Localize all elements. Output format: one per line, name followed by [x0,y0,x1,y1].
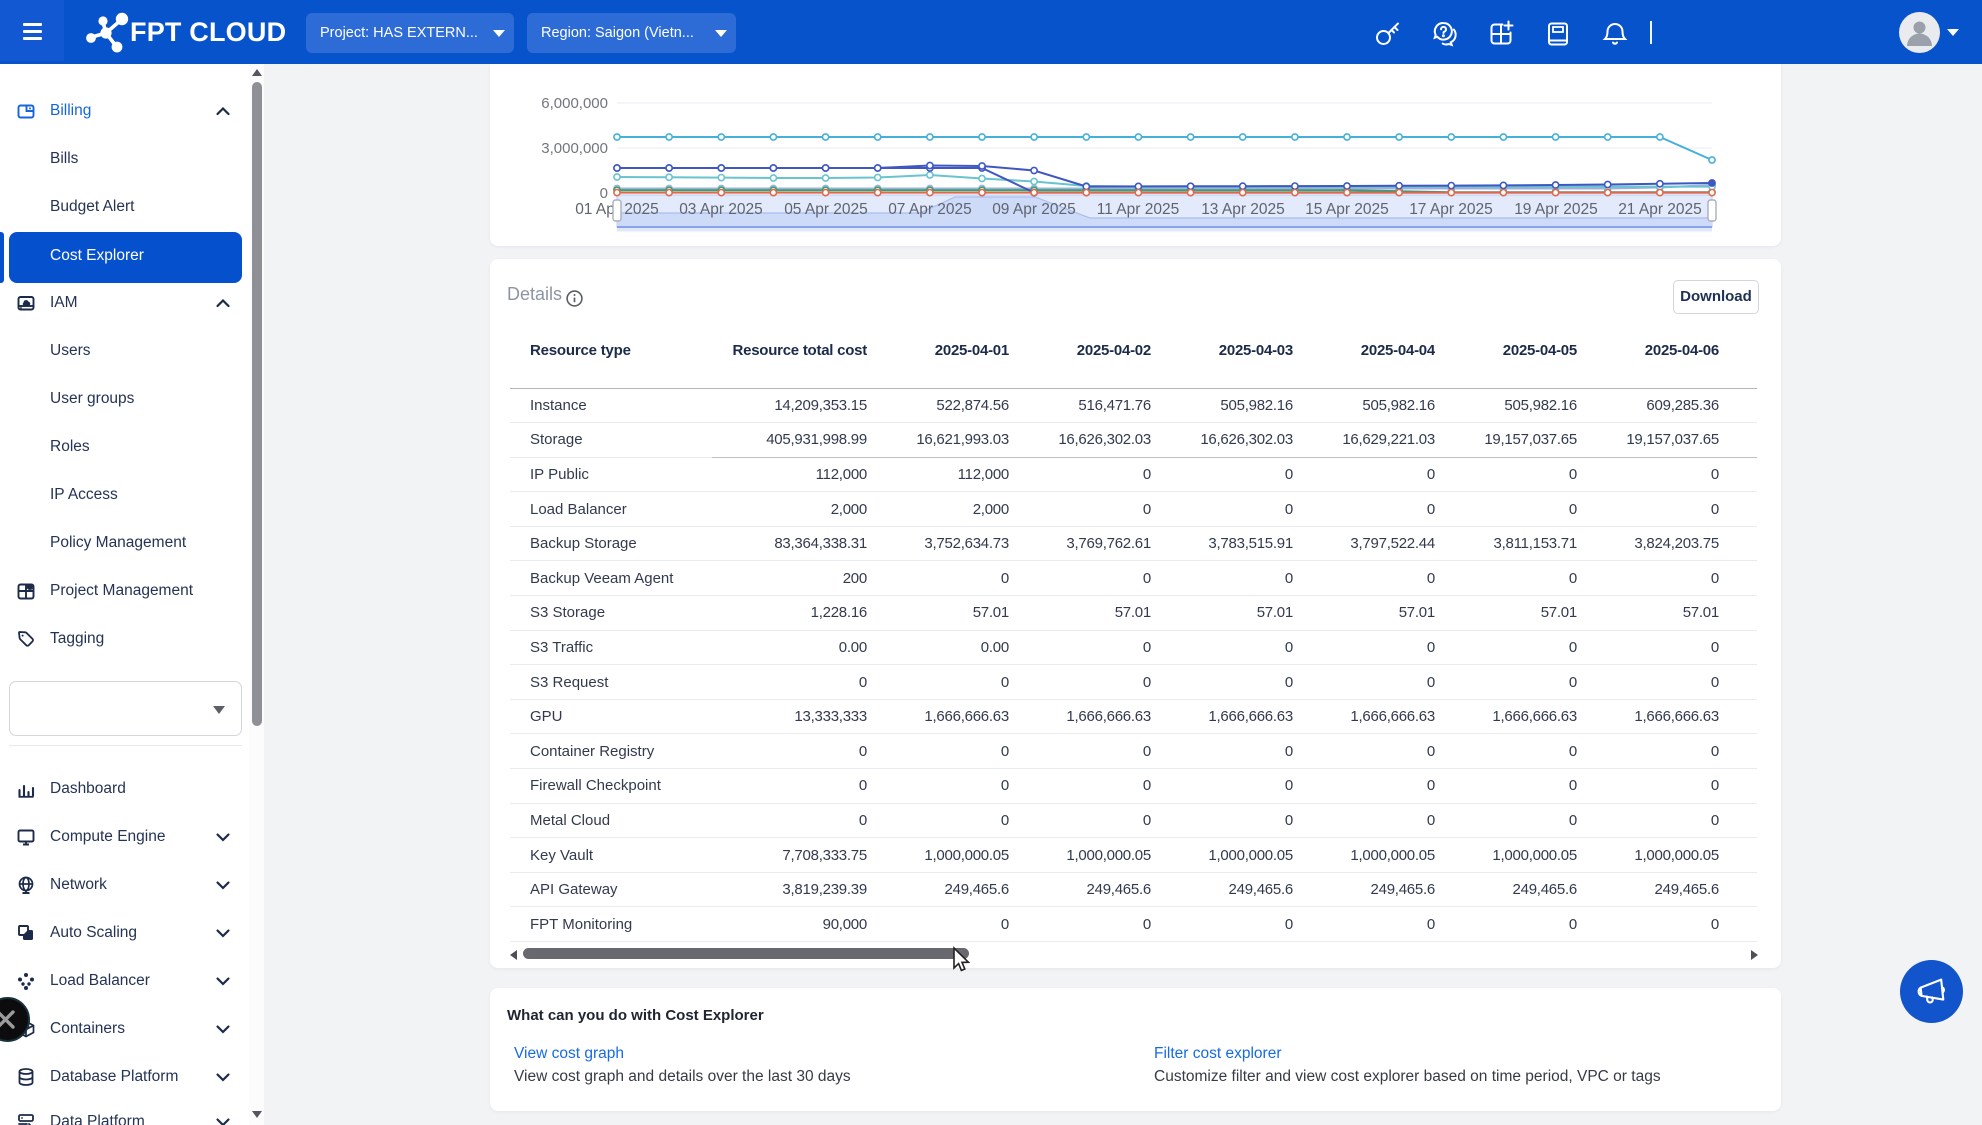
svg-text:09 Apr 2025: 09 Apr 2025 [992,201,1076,218]
svg-text:05 Apr 2025: 05 Apr 2025 [784,201,868,218]
svg-text:19 Apr 2025: 19 Apr 2025 [1514,201,1598,218]
svg-text:6,000,000: 6,000,000 [541,95,608,112]
svg-text:13 Apr 2025: 13 Apr 2025 [1201,201,1285,218]
svg-text:07 Apr 2025: 07 Apr 2025 [888,201,972,218]
svg-text:15 Apr 2025: 15 Apr 2025 [1305,201,1389,218]
svg-text:3,000,000: 3,000,000 [541,140,608,157]
svg-text:0: 0 [600,185,608,202]
svg-text:21 Apr 2025: 21 Apr 2025 [1618,201,1702,218]
svg-text:03 Apr 2025: 03 Apr 2025 [679,201,763,218]
svg-text:17 Apr 2025: 17 Apr 2025 [1409,201,1493,218]
svg-text:11 Apr 2025: 11 Apr 2025 [1097,201,1179,218]
